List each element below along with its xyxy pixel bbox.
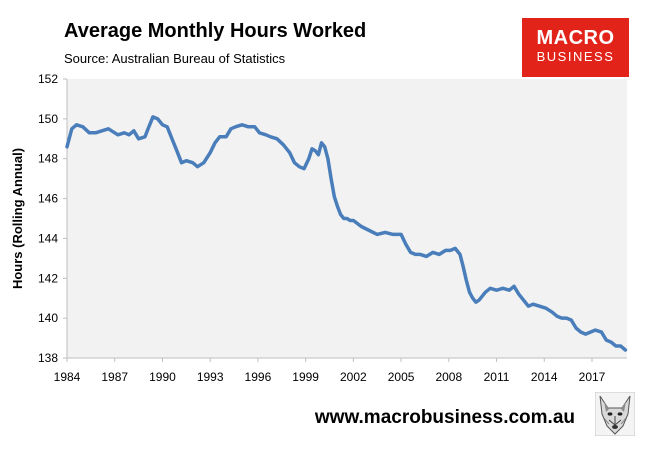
series-line	[65, 115, 628, 352]
macrobusiness-logo: MACRO BUSINESS	[522, 18, 629, 77]
y-tick-label: 142	[38, 271, 58, 285]
x-tick-label: 2008	[435, 370, 462, 384]
logo-line-2: BUSINESS	[536, 49, 615, 64]
x-tick-label: 1993	[197, 370, 224, 384]
y-axis-title: Hours (Rolling Annual)	[10, 148, 25, 289]
logo-line-1: MACRO	[536, 27, 615, 49]
x-tick-label: 2002	[340, 370, 367, 384]
y-tick-label: 152	[38, 72, 58, 86]
x-tick-label: 2014	[531, 370, 558, 384]
x-tick-label: 1999	[292, 370, 319, 384]
x-tick-label: 1990	[149, 370, 176, 384]
x-tick-label: 2011	[484, 370, 510, 384]
y-tick-label: 140	[38, 311, 58, 325]
x-tick-label: 1984	[54, 370, 81, 384]
x-tick-label: 1996	[245, 370, 272, 384]
line-chart: 138 140 142 144 146 148 150 152 1984 1987 1990 1993…	[10, 72, 628, 384]
footer-url: www.macrobusiness.com.au	[314, 407, 575, 428]
y-tick-label: 138	[38, 351, 58, 365]
x-tick-label: 2017	[579, 370, 606, 384]
x-tick-label: 1987	[101, 370, 128, 384]
y-tick-label: 148	[38, 152, 58, 166]
chart-source: Source: Australian Bureau of Statistics	[64, 51, 286, 66]
chart-title: Average Monthly Hours Worked	[64, 20, 367, 42]
y-tick-label: 150	[38, 112, 58, 126]
x-tick-label: 2005	[388, 370, 415, 384]
y-tick-label: 144	[38, 231, 58, 245]
wolf-head-icon	[595, 392, 635, 436]
y-tick-label: 146	[38, 192, 58, 206]
